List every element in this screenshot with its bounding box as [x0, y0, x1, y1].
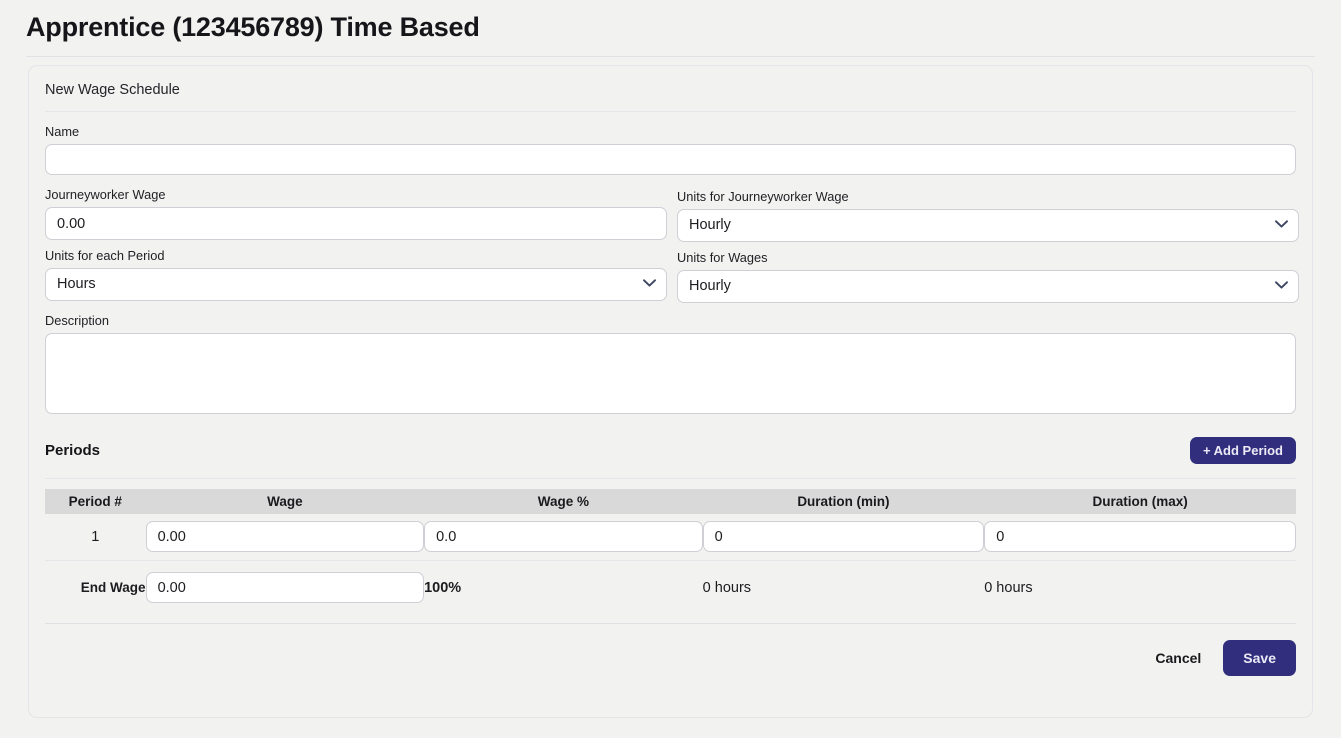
- card-body: Name Journeyworker Wage Units for Journe…: [29, 124, 1312, 676]
- footer-divider: [45, 622, 1296, 624]
- units-journeyworker-wage-label: Units for Journeyworker Wage: [677, 189, 849, 204]
- description-textarea[interactable]: [45, 333, 1296, 414]
- column-header-period-number: Period #: [45, 489, 146, 514]
- period-wage-input[interactable]: [145, 521, 425, 553]
- period-duration-max-cell: [984, 514, 1296, 560]
- journeyworker-wage-label: Journeyworker Wage: [45, 187, 166, 202]
- units-each-period-select[interactable]: Hours: [45, 268, 667, 301]
- units-row: Units for each Period Hours Units for Wa…: [45, 248, 1299, 303]
- save-button[interactable]: Save: [1223, 639, 1296, 676]
- units-each-period-group: Units for each Period Hours: [45, 248, 667, 303]
- units-journeyworker-wage-select[interactable]: Hourly: [677, 209, 1299, 242]
- period-wage-cell: [145, 514, 425, 560]
- description-label: Description: [45, 313, 110, 328]
- cancel-button[interactable]: Cancel: [1147, 644, 1209, 672]
- period-number-cell: 1: [91, 528, 100, 545]
- end-wage-input[interactable]: [145, 572, 425, 603]
- journeyworker-wage-input[interactable]: [45, 207, 667, 240]
- periods-divider: [45, 478, 1296, 479]
- units-wages-group: Units for Wages Hourly: [677, 248, 1299, 303]
- title-divider: [26, 56, 1315, 57]
- end-wage-input-cell: [145, 561, 425, 615]
- description-field-group: Description: [45, 313, 1296, 414]
- periods-heading: Periods: [45, 442, 101, 459]
- page-title: Apprentice (123456789) Time Based: [26, 12, 480, 42]
- card-header-divider: [45, 111, 1296, 112]
- journeyworker-wage-group: Journeyworker Wage: [45, 187, 667, 242]
- units-wages-select[interactable]: Hourly: [677, 270, 1299, 303]
- name-input[interactable]: [45, 144, 1296, 175]
- column-header-wage: Wage: [145, 489, 425, 514]
- form-actions: Cancel Save: [45, 639, 1296, 676]
- table-row: 1: [45, 514, 1296, 560]
- periods-header: Periods + Add Period: [45, 434, 1296, 467]
- end-wage-label: End Wage: [80, 580, 146, 595]
- period-duration-max-input[interactable]: [984, 521, 1296, 553]
- end-wage-duration-max-value: 0 hours: [984, 579, 1033, 596]
- units-journeyworker-wage-group: Units for Journeyworker Wage Hourly: [677, 187, 1299, 242]
- new-wage-schedule-card: New Wage Schedule Name Journeyworker Wag…: [28, 65, 1313, 718]
- add-period-button[interactable]: + Add Period: [1189, 437, 1296, 464]
- periods-table-header-row: Period # Wage Wage % Duration (min) Dura…: [45, 489, 1296, 514]
- units-journeyworker-wage-value[interactable]: Hourly: [677, 209, 1299, 242]
- units-wages-value[interactable]: Hourly: [677, 270, 1299, 303]
- period-row-divider: [45, 559, 1296, 561]
- end-wage-duration-min-value: 0 hours: [702, 579, 752, 596]
- end-wage-row: End Wage 100% 0 hours 0 hours: [45, 561, 1296, 615]
- column-header-duration-min: Duration (min): [702, 489, 985, 514]
- units-each-period-value[interactable]: Hours: [45, 268, 667, 301]
- wage-units-row: Journeyworker Wage Units for Journeywork…: [45, 187, 1299, 242]
- period-wage-percent-input[interactable]: [424, 521, 703, 553]
- period-duration-min-cell: [702, 514, 985, 560]
- units-each-period-label: Units for each Period: [45, 248, 165, 263]
- column-header-duration-max: Duration (max): [984, 489, 1296, 514]
- name-field-group: Name: [45, 124, 1296, 175]
- period-duration-min-input[interactable]: [702, 521, 985, 553]
- period-wage-percent-cell: [424, 514, 703, 560]
- name-label: Name: [45, 124, 80, 139]
- column-header-wage-percent: Wage %: [424, 489, 703, 514]
- units-wages-label: Units for Wages: [677, 250, 768, 265]
- card-title: New Wage Schedule: [45, 82, 180, 98]
- periods-table: Period # Wage Wage % Duration (min) Dura…: [45, 489, 1296, 615]
- end-wage-percent-value: 100%: [424, 579, 462, 596]
